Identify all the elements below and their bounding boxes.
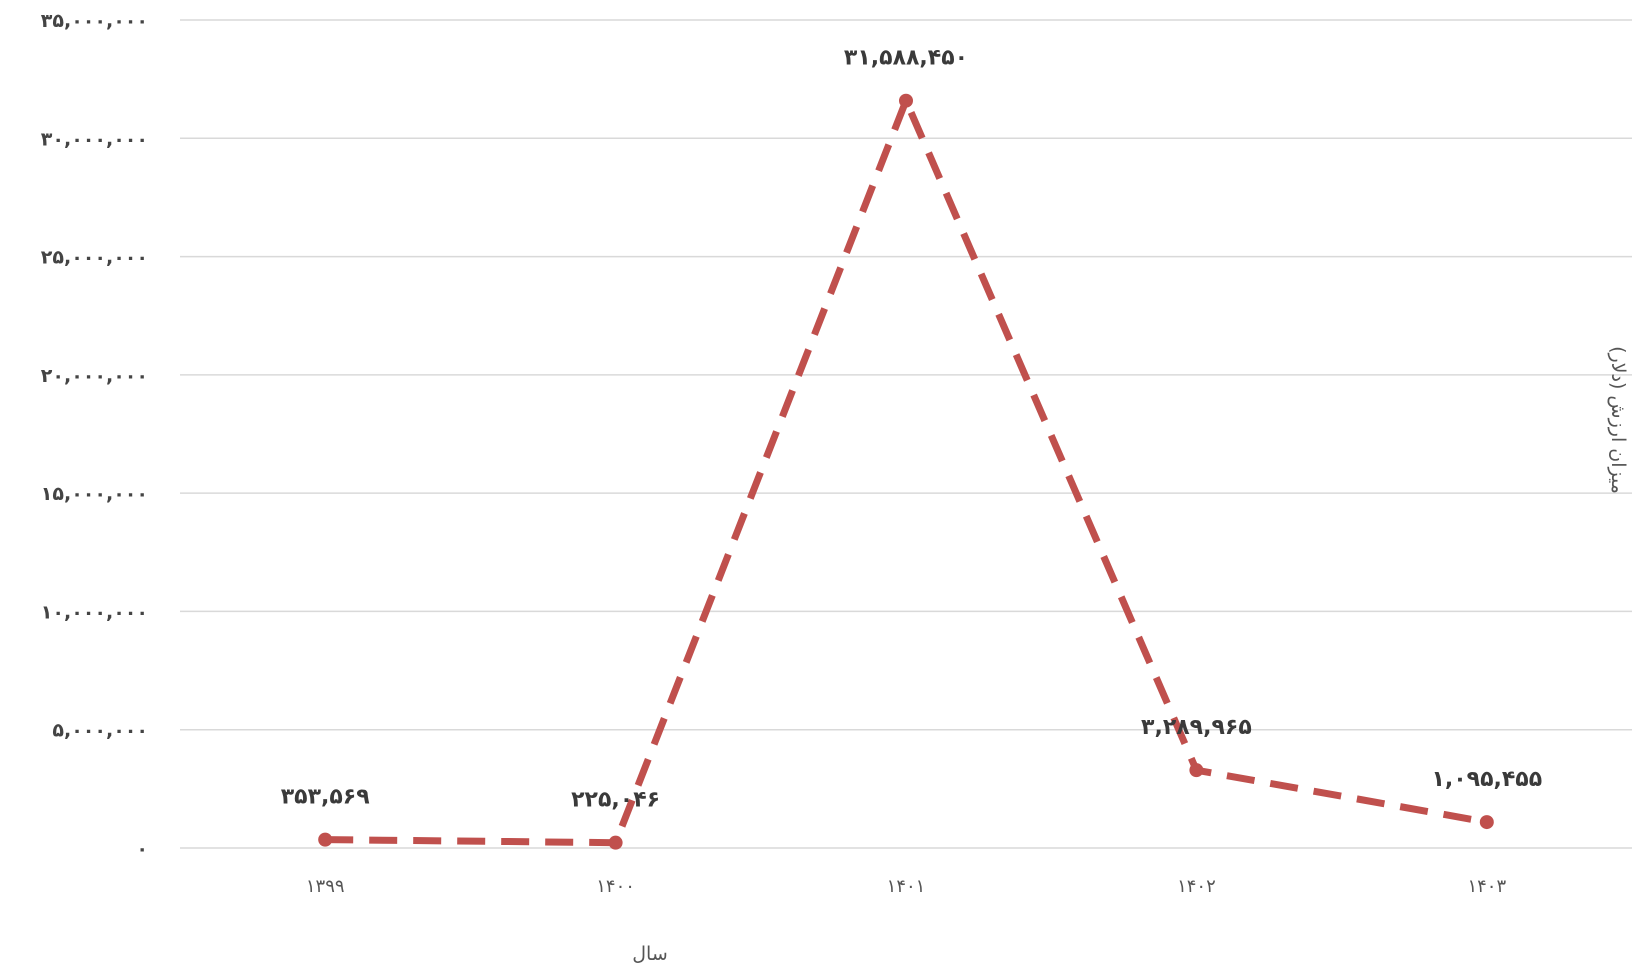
y-tick-label: ۵,۰۰۰,۰۰۰ [52, 720, 148, 742]
y-axis-tick-labels: ۰ ۵,۰۰۰,۰۰۰ ۱۰,۰۰۰,۰۰۰ ۱۵,۰۰۰,۰۰۰ ۲۰,۰۰۰,۰۰۰… [41, 10, 148, 860]
x-tick-label: ۱۳۹۹ [306, 876, 345, 897]
y-tick-label: ۲۰,۰۰۰,۰۰۰ [41, 365, 148, 387]
data-points [318, 93, 1494, 850]
gridlines [180, 19, 1632, 849]
x-axis-tick-labels: ۱۳۹۹ ۱۴۰۰ ۱۴۰۱ ۱۴۰۲ ۱۴۰۳ [306, 876, 1507, 897]
y-tick-label: ۳۰,۰۰۰,۰۰۰ [41, 128, 148, 150]
y-axis-title: میزان ارزش (دلار) [1607, 346, 1629, 494]
y-tick-label: ۱۵,۰۰۰,۰۰۰ [41, 483, 148, 505]
y-tick-label: ۱۰,۰۰۰,۰۰۰ [41, 601, 148, 623]
data-point [1479, 815, 1494, 830]
data-label: ۳,۲۸۹,۹۶۵ [1141, 715, 1252, 740]
x-tick-label: ۱۴۰۲ [1177, 876, 1216, 897]
data-point [899, 93, 913, 108]
data-labels: ۳۵۳,۵۶۹ ۲۲۵,۰۴۶ ۳۱,۵۸۸,۴۵۰ ۳,۲۸۹,۹۶۵ ۱,۰۹۵,۴… [281, 46, 1542, 813]
data-label: ۳۱,۵۸۸,۴۵۰ [844, 46, 968, 71]
y-tick-label: ۲۵,۰۰۰,۰۰۰ [41, 247, 148, 269]
x-tick-label: ۱۴۰۱ [887, 876, 926, 897]
data-label: ۱,۰۹۵,۴۵۵ [1431, 767, 1542, 792]
x-tick-label: ۱۴۰۰ [596, 876, 635, 897]
data-label: ۲۲۵,۰۴۶ [571, 788, 660, 813]
data-label: ۳۵۳,۵۶۹ [281, 785, 370, 810]
data-point [318, 832, 333, 847]
y-tick-label: ۳۵,۰۰۰,۰۰۰ [41, 10, 148, 32]
data-point [1189, 763, 1204, 778]
y-tick-label: ۰ [136, 838, 148, 860]
data-point [608, 835, 623, 850]
series-line [325, 91, 1488, 847]
x-axis-title: سال [632, 943, 668, 965]
x-tick-label: ۱۴۰۳ [1467, 876, 1506, 897]
